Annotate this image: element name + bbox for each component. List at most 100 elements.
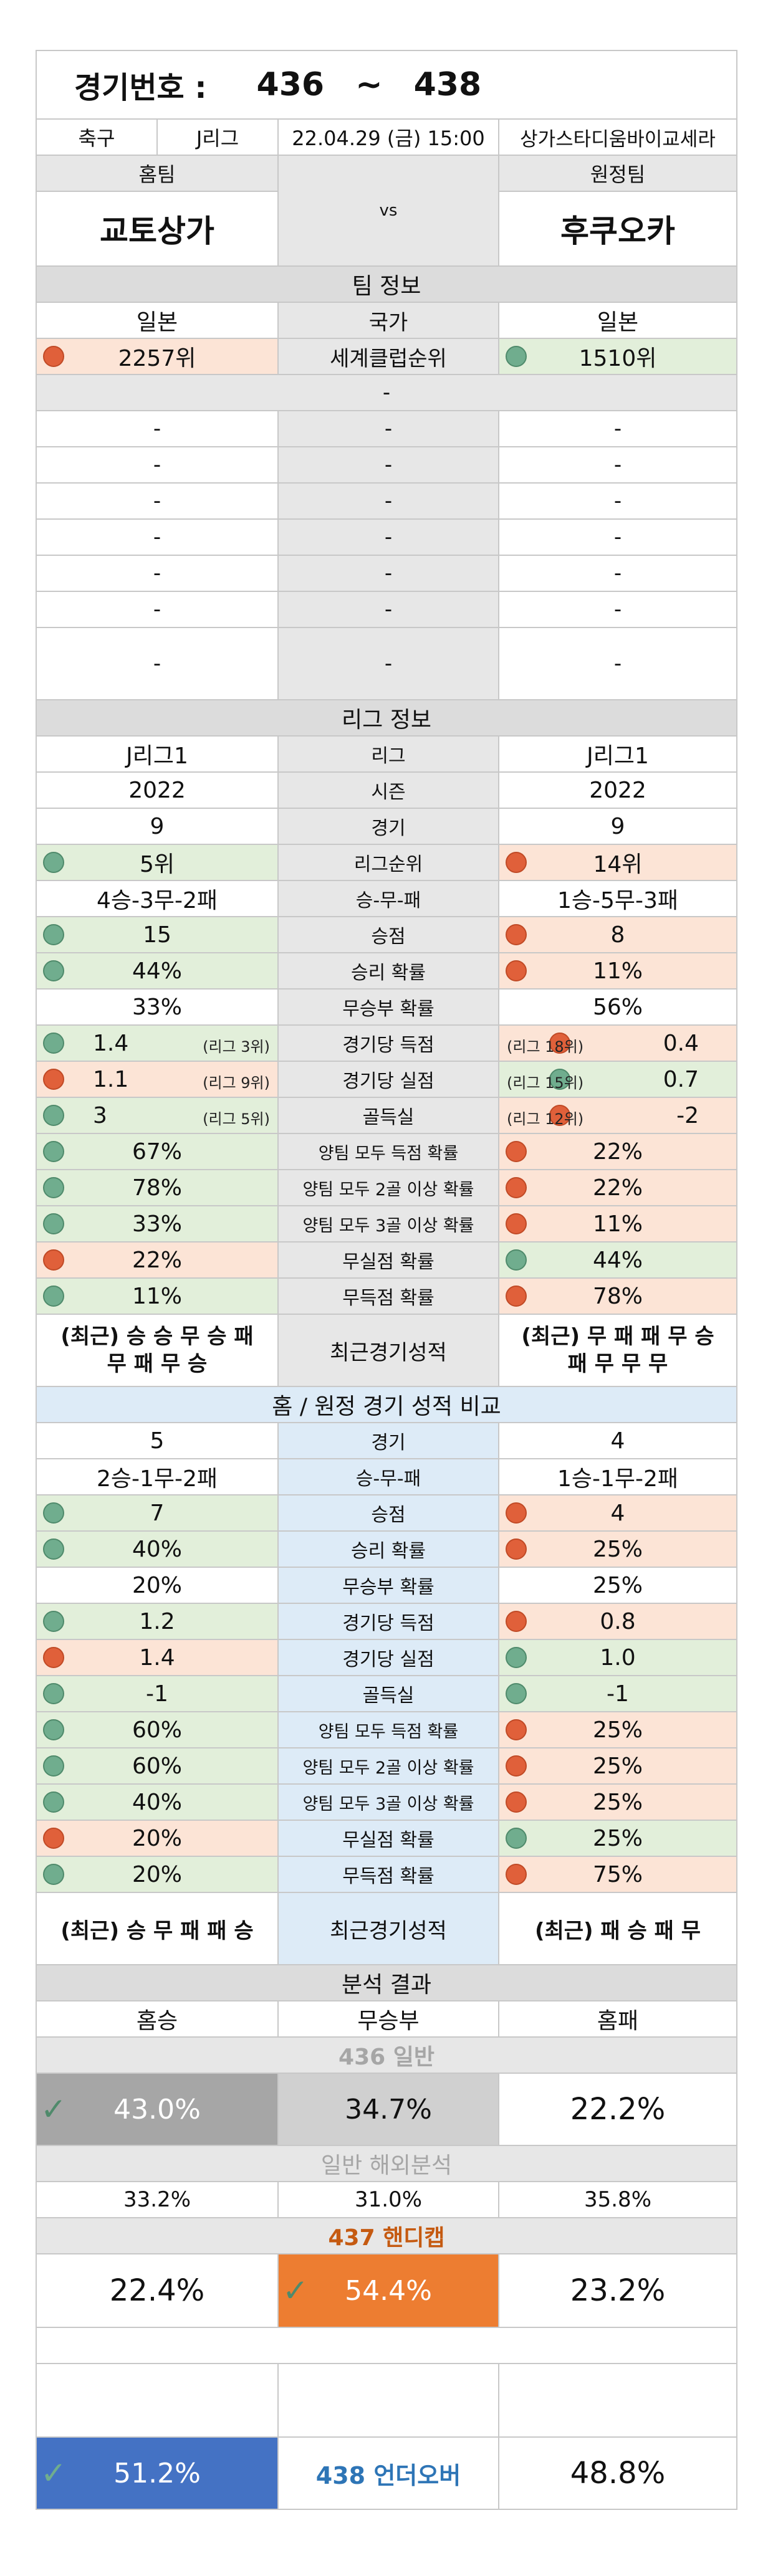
away-value: 0.7 (663, 1066, 699, 1092)
stat-row: 20% 무실점 확률 25% (36, 1821, 737, 1857)
dash-cell: - (36, 628, 279, 699)
home-value: 1.4 (93, 1030, 129, 1056)
bad-indicator-icon (506, 1611, 527, 1632)
bad-indicator-icon (43, 1828, 64, 1849)
bad-indicator-icon (506, 1213, 527, 1234)
bad-indicator-icon (549, 1033, 570, 1054)
away-value: 25% (592, 1753, 643, 1779)
check-icon: ✓ (41, 2091, 67, 2127)
stat-label: 무승부 확률 (279, 990, 499, 1024)
good-indicator-icon (43, 960, 64, 981)
stat-label: 양팀 모두 2골 이상 확률 (279, 1170, 499, 1205)
away-value: 1승-5무-3패 (557, 888, 679, 914)
home-away-stats: 5 경기 4 2승-1무-2패 승-무-패 1승-1무-2패 7 승점 4 40% 승리 확률 25%… (36, 1423, 737, 1893)
home-value: 7 (150, 1500, 165, 1526)
venue: 상가스타디움바이교세라 (499, 120, 737, 155)
good-indicator-icon (43, 1864, 64, 1885)
dash-cell: - (36, 375, 737, 410)
blank-cell (36, 2328, 737, 2363)
check-icon: ✓ (282, 2273, 309, 2309)
empty-row: --- (36, 592, 737, 628)
stat-row: J리그1 리그 J리그1 (36, 737, 737, 773)
stat-label: 승점 (279, 1496, 499, 1530)
good-indicator-icon (43, 1502, 64, 1524)
stat-label: 양팀 모두 득점 확률 (279, 1134, 499, 1169)
home-value: 60% (132, 1753, 182, 1779)
dash-full-row: - (36, 375, 737, 411)
stat-row: 60% 양팀 모두 득점 확률 25% (36, 1712, 737, 1748)
section-title: 홈 / 원정 경기 성적 비교 (36, 1387, 737, 1422)
away-value: 11% (592, 958, 643, 984)
league-info-header: 리그 정보 (36, 700, 737, 737)
over-value: 48.8% (499, 2438, 737, 2509)
away-recent: (최근) 패 승 패 무 (499, 1893, 737, 1964)
bad-indicator-icon (506, 1791, 527, 1813)
good-indicator-icon (43, 1611, 64, 1632)
blank-cell (36, 2364, 279, 2436)
general-away: 22.2% (499, 2074, 737, 2145)
country-label: 국가 (279, 303, 499, 338)
away-value: 22% (592, 1175, 643, 1201)
rank-down-icon (43, 346, 64, 367)
home-value: 11% (132, 1283, 182, 1309)
away-country: 일본 (499, 303, 737, 338)
stat-row: 2승-1무-2패 승-무-패 1승-1무-2패 (36, 1459, 737, 1496)
sport: 축구 (36, 120, 158, 155)
empty-row: --- (36, 520, 737, 556)
home-value: 15 (143, 922, 171, 948)
home-value: J리그1 (126, 743, 188, 769)
empty-row: --- (36, 484, 737, 520)
overseas-row: 33.2% 31.0% 35.8% (36, 2182, 737, 2218)
dash-cell: - (279, 411, 499, 446)
match-number-end: 438 (413, 66, 482, 103)
home-value: 5위 (139, 852, 175, 877)
rank-up-icon (506, 346, 527, 367)
stat-label: 시즌 (279, 773, 499, 808)
dash-cell: - (279, 447, 499, 482)
stat-label: 무득점 확률 (279, 1857, 499, 1892)
stat-row: 40% 승리 확률 25% (36, 1532, 737, 1568)
stat-label: 경기당 득점 (279, 1604, 499, 1639)
dash-cell: - (279, 628, 499, 699)
stat-row: 4승-3무-2패 승-무-패 1승-5무-3패 (36, 881, 737, 917)
teams-block: 홈팀 교토상가 vs 원정팀 후쿠오카 (36, 156, 737, 267)
dash-cell: - (279, 484, 499, 518)
home-value: 33% (132, 994, 182, 1020)
bad-indicator-icon (43, 1249, 64, 1271)
home-value: 1.2 (139, 1608, 175, 1634)
stat-label: 무실점 확률 (279, 1821, 499, 1856)
good-indicator-icon (43, 924, 64, 945)
stat-label: 골득실 (279, 1676, 499, 1711)
home-recent-line-1: (최근) 승 승 무 승 패 (60, 1324, 254, 1349)
home-label: 홈팀 (37, 156, 277, 192)
dash-cell: - (36, 447, 279, 482)
away-world-rank: 1510위 (579, 346, 657, 371)
general-title: 436 일반 (36, 2038, 737, 2073)
dash-cell: - (279, 520, 499, 555)
world-rank-label: 세계클럽순위 (279, 339, 499, 374)
good-indicator-icon (43, 1177, 64, 1198)
away-value: 14위 (593, 852, 643, 877)
home-value: 1.4 (139, 1644, 175, 1671)
stat-label: 리그 (279, 737, 499, 771)
empty-row: --- (36, 447, 737, 484)
check-icon: ✓ (41, 2455, 67, 2491)
league: J리그 (158, 120, 279, 155)
stat-label: 양팀 모두 득점 확률 (279, 1712, 499, 1747)
bad-indicator-icon (506, 1286, 527, 1307)
section-title: 리그 정보 (36, 700, 737, 735)
home-value: 9 (150, 813, 165, 839)
good-indicator-icon (506, 1647, 527, 1668)
overseas-home: 33.2% (36, 2182, 279, 2217)
league-rank-note: (리그 5위) (203, 1110, 270, 1128)
stat-label: 경기 (279, 809, 499, 844)
general-title-row: 436 일반 (36, 2038, 737, 2074)
home-value: 78% (132, 1175, 182, 1201)
dash-cell: - (36, 411, 279, 446)
dash-cell: - (36, 556, 279, 591)
overseas-title-row: 일반 해외분석 (36, 2146, 737, 2182)
away-recent-line-2: 패 무 무 무 (567, 1352, 668, 1376)
bad-indicator-icon (506, 1755, 527, 1777)
analysis-header: 분석 결과 (36, 1965, 737, 2001)
home-value: 20% (132, 1861, 182, 1887)
